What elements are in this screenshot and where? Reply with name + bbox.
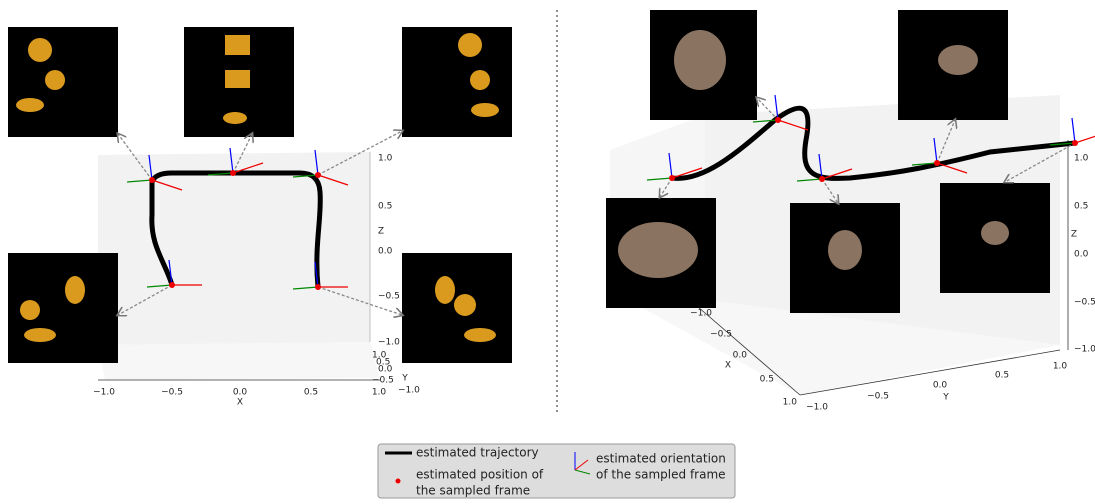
point (934, 160, 940, 166)
axis-blue (1072, 118, 1075, 143)
tick-label: −0.5 (378, 292, 400, 302)
legend: estimated trajectory estimated position … (378, 444, 735, 498)
legend-text: estimated position of (416, 468, 544, 482)
point (819, 176, 825, 182)
legend-text: the sampled frame (416, 484, 530, 498)
tick-label: 0.0 (933, 381, 948, 391)
legend-text: estimated trajectory (416, 446, 539, 460)
tick-label: 1.0 (372, 388, 387, 398)
tick-label: −1.0 (93, 388, 115, 398)
axis-red (1075, 133, 1095, 143)
tick-label: 1.0 (1053, 362, 1068, 372)
figure: estimated trajectory estimated position … (0, 0, 1095, 500)
tick-label: −1.0 (398, 386, 420, 396)
tick-label: −1.0 (806, 403, 828, 413)
tick-label: 0.0 (378, 365, 393, 375)
point (775, 117, 781, 123)
tick-label: 0.0 (378, 247, 393, 257)
point (315, 172, 321, 178)
tick-label: 1.0 (378, 154, 393, 164)
tick-label: −0.5 (161, 388, 183, 398)
tick-label: −0.5 (867, 392, 889, 402)
legend-text: estimated orientation (596, 452, 726, 466)
point (169, 282, 175, 288)
axis-label: Z (1071, 230, 1077, 240)
point (149, 177, 155, 183)
point (1072, 140, 1078, 146)
axis-label: Y (942, 393, 949, 403)
tick-label: 0.5 (304, 388, 318, 398)
tick-label: −1.0 (1074, 345, 1095, 355)
tick-label: −0.5 (372, 376, 394, 386)
tick-label: 0.5 (995, 371, 1009, 381)
point (315, 284, 321, 290)
tick-label: −1.0 (378, 338, 400, 348)
tick-label: 0.0 (233, 388, 248, 398)
axis-label: X (725, 361, 731, 371)
left-panes (98, 152, 380, 380)
tick-label: 0.5 (1074, 202, 1088, 212)
tick-label: 1.0 (783, 398, 798, 408)
tick-label: 0.0 (733, 351, 748, 361)
axis-label: Y (401, 374, 408, 384)
point (669, 175, 675, 181)
tick-label: −0.5 (1074, 298, 1095, 308)
tick-label: −0.5 (710, 330, 732, 340)
axis-label: X (237, 398, 243, 408)
point (230, 170, 236, 176)
tick-label: 1.0 (1074, 154, 1089, 164)
legend-text: of the sampled frame (596, 468, 726, 482)
tick-label: 0.0 (1074, 250, 1089, 260)
tick-label: −1.0 (690, 309, 712, 319)
tick-label: 0.5 (378, 202, 392, 212)
tick-label: 0.5 (760, 375, 774, 385)
axis-label: Z (378, 227, 384, 237)
